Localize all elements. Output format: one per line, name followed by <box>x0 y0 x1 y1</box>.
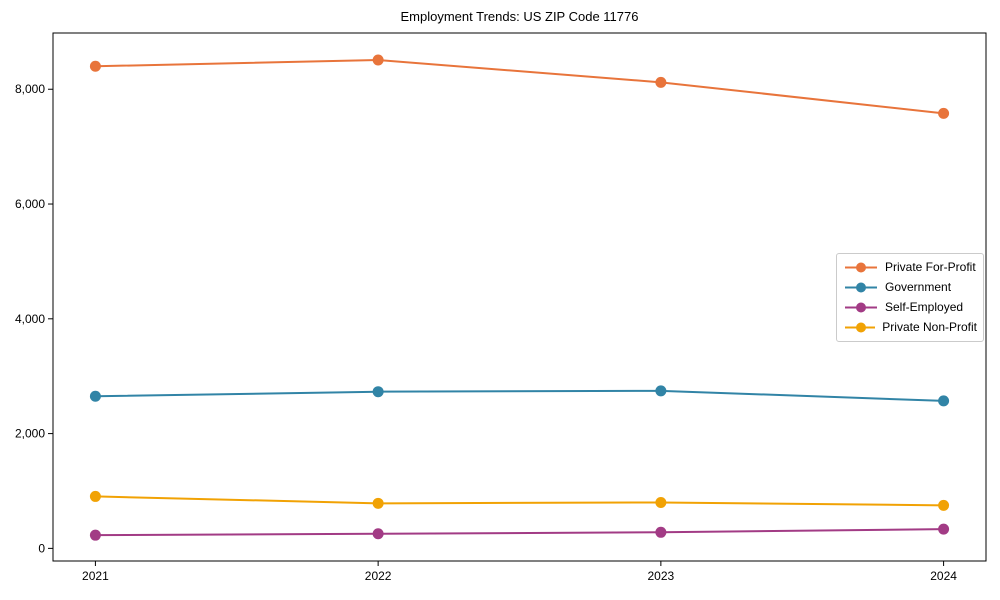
legend-label: Self-Employed <box>885 300 964 314</box>
data-point-private-for-profit <box>938 107 950 119</box>
y-axis-tick-label: 8,000 <box>15 82 45 96</box>
x-axis-tick-label: 2023 <box>648 569 675 583</box>
legend: Private For-Profit Government Self-Employe… <box>836 253 984 342</box>
legend-label: Private Non-Profit <box>882 320 977 334</box>
y-axis-tick-label: 6,000 <box>15 197 45 211</box>
chart-title: Employment Trends: US ZIP Code 11776 <box>400 9 639 24</box>
data-point-government <box>655 385 667 397</box>
data-point-government <box>372 386 384 398</box>
data-point-private-for-profit <box>655 76 667 88</box>
x-axis-tick-label: 2021 <box>82 569 109 583</box>
legend-marker-private-for-profit-icon <box>845 262 877 273</box>
data-point-private-non-profit <box>89 490 101 502</box>
data-point-self-employed <box>938 523 950 535</box>
x-axis-tick-label: 2022 <box>365 569 392 583</box>
data-point-private-non-profit <box>938 499 950 511</box>
x-axis-tick-label: 2024 <box>930 569 957 583</box>
legend-item-private-non-profit: Private Non-Profit <box>844 321 977 334</box>
axes-frame <box>52 32 987 562</box>
legend-label: Government <box>885 280 952 294</box>
legend-marker-self-employed-icon <box>845 302 877 313</box>
data-point-private-non-profit <box>372 497 384 509</box>
legend-item-private-for-profit: Private For-Profit <box>844 261 977 274</box>
data-point-government <box>89 390 101 402</box>
y-axis-tick-label: 4,000 <box>15 312 45 326</box>
data-point-private-for-profit <box>89 60 101 72</box>
data-point-self-employed <box>89 529 101 541</box>
data-point-self-employed <box>372 528 384 540</box>
series-line-private-non-profit <box>94 495 945 507</box>
legend-item-self-employed: Self-Employed <box>844 301 977 314</box>
data-point-government <box>938 395 950 407</box>
data-point-private-for-profit <box>372 54 384 66</box>
series-line-self-employed <box>94 528 945 537</box>
legend-marker-private-non-profit-icon <box>845 322 876 333</box>
series-line-private-for-profit <box>94 58 945 115</box>
legend-marker-government-icon <box>845 282 877 293</box>
y-axis-tick-label: 2,000 <box>15 427 45 441</box>
data-point-self-employed <box>655 526 667 538</box>
legend-label: Private For-Profit <box>885 260 976 274</box>
series-line-government <box>94 389 945 402</box>
data-point-private-non-profit <box>655 496 667 508</box>
legend-item-government: Government <box>844 281 977 294</box>
y-axis-tick-label: 0 <box>38 541 45 555</box>
